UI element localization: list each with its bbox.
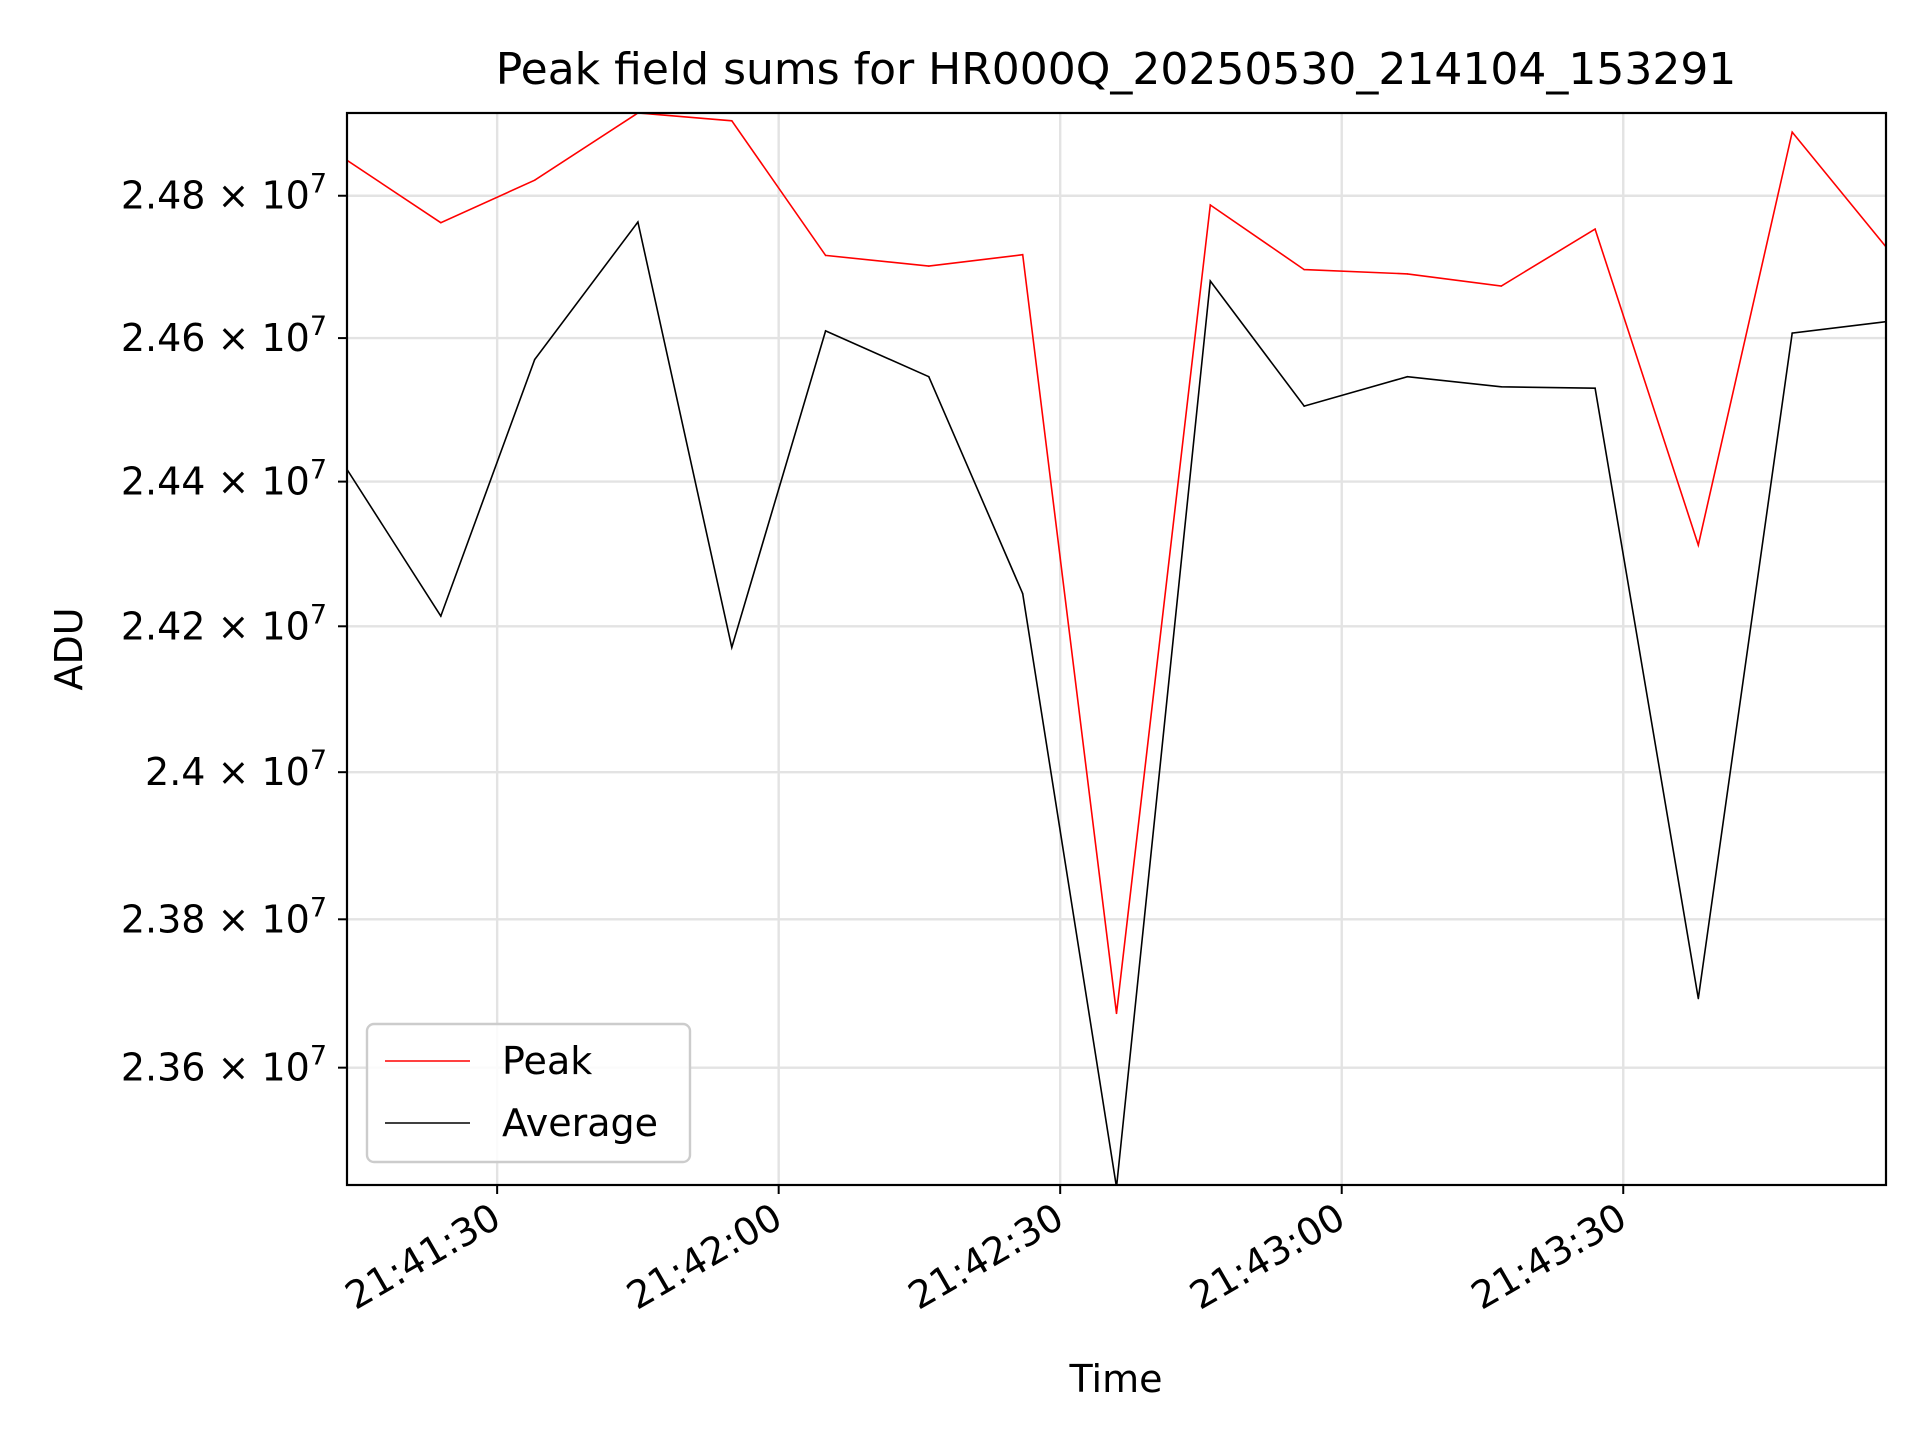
chart-legend: Peak Average	[365, 1022, 692, 1164]
plot-area	[345, 111, 1888, 1187]
y-tick-label: 2.4 × 107	[145, 745, 327, 794]
data-point-peak	[1500, 285, 1503, 287]
y-tick-label: 2.42 × 107	[121, 599, 327, 648]
data-point-average	[533, 358, 536, 361]
y-axis-label: ADU	[47, 607, 91, 690]
y-axis: 2.36 × 107 2.38 × 107 2.4 × 107 2.42 × 107 2…	[121, 169, 347, 1090]
x-axis-label: Time	[1069, 1357, 1163, 1401]
legend-label-peak: Peak	[502, 1039, 592, 1083]
y-tick-label: 2.48 × 107	[121, 169, 327, 218]
data-point-average	[1500, 385, 1503, 388]
data-point-peak	[824, 254, 827, 257]
data-point-average	[1209, 280, 1212, 282]
series-line-average	[347, 220, 1886, 1186]
data-point-peak	[533, 179, 536, 181]
legend-label-average: Average	[502, 1101, 658, 1145]
data-point-peak	[1115, 1012, 1118, 1015]
data-point-average	[928, 375, 930, 378]
data-point-peak	[1209, 204, 1212, 206]
data-point-peak	[1021, 253, 1024, 256]
y-tick-label: 2.44 × 107	[121, 455, 327, 504]
data-point-average	[1791, 332, 1793, 334]
chart-title: Peak field sums for HR000Q_20250530_2141…	[496, 44, 1737, 95]
data-point-peak	[1303, 268, 1305, 271]
y-tick-label: 2.36 × 107	[121, 1041, 327, 1090]
data-point-average	[824, 330, 827, 332]
data-point-peak	[1406, 273, 1409, 275]
legend-box	[365, 1022, 692, 1164]
data-point-average	[637, 221, 639, 223]
data-point-average	[1303, 405, 1305, 407]
data-point-average	[1406, 375, 1409, 378]
data-point-peak	[1697, 544, 1700, 546]
plot-background	[347, 113, 1886, 1185]
data-point-average	[1594, 387, 1596, 389]
grid-lines	[347, 113, 1886, 1185]
y-tick-label: 2.46 × 107	[121, 311, 327, 360]
y-tick-label: 2.38 × 107	[121, 892, 327, 941]
data-point-peak	[440, 221, 442, 224]
data-point-average	[730, 646, 733, 649]
data-point-average	[1697, 997, 1700, 1000]
data-point-peak	[1594, 228, 1596, 230]
data-point-average	[1021, 592, 1024, 595]
data-point-peak	[730, 119, 733, 122]
plot-frame	[345, 111, 1888, 1187]
data-point-peak	[1791, 131, 1793, 133]
data-point-peak	[928, 265, 930, 267]
data-point-average	[440, 615, 442, 617]
